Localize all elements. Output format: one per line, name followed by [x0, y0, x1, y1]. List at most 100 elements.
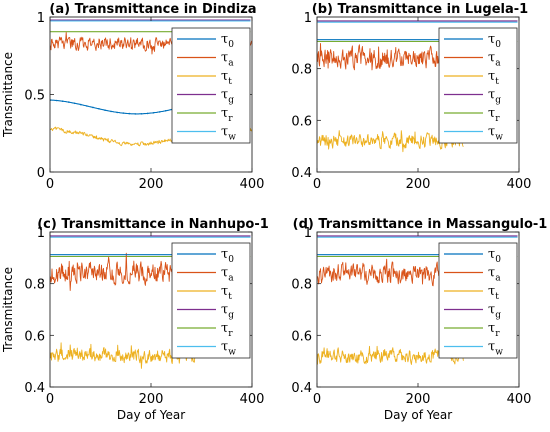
legend-subscript: g — [228, 96, 234, 106]
legend-symbol: τ — [488, 266, 495, 281]
legend-symbol: τ — [221, 69, 228, 84]
y-tick-label: 0.8 — [291, 278, 312, 293]
series-point-tau0 — [98, 108, 100, 110]
legend-entry-taua: τa — [221, 266, 234, 284]
legend-subscript: r — [228, 114, 233, 124]
x-tick-label: 400 — [240, 177, 265, 192]
legend-entry-tau0: τ0 — [221, 32, 234, 50]
legend-subscript: 0 — [495, 255, 501, 265]
legend-entry-taut: τt — [488, 69, 499, 87]
panel-title: (d) Transmittance in Massangulo-1 — [293, 217, 548, 232]
legend-subscript: g — [228, 311, 234, 321]
legend-entry-taua: τa — [488, 266, 501, 284]
legend-symbol: τ — [221, 88, 228, 103]
legend-entry-tau0: τ0 — [221, 247, 234, 265]
series-point-tau0 — [55, 99, 58, 102]
legend-symbol: τ — [488, 69, 495, 84]
legend-subscript: a — [495, 59, 501, 69]
x-tick-label: 200 — [139, 392, 164, 407]
x-tick-label: 0 — [46, 177, 54, 192]
legend-subscript: w — [228, 133, 236, 143]
legend-subscript: 0 — [228, 40, 234, 50]
legend-symbol: τ — [221, 340, 228, 355]
legend-symbol: τ — [221, 284, 228, 299]
legend-symbol: τ — [488, 88, 495, 103]
legend-symbol: τ — [488, 106, 495, 121]
legend-symbol: τ — [488, 125, 495, 140]
series-point-tau0 — [134, 113, 137, 115]
y-tick-label: 0.4 — [291, 166, 312, 181]
legend-symbol: τ — [221, 321, 228, 336]
legend-subscript: a — [228, 59, 234, 69]
x-tick-label: 0 — [46, 392, 54, 407]
y-tick-label: 0.4 — [24, 381, 45, 396]
series-point-tau0 — [146, 112, 149, 115]
x-tick-label: 400 — [507, 392, 532, 407]
legend-subscript: g — [495, 96, 501, 106]
y-tick-label: 1 — [304, 11, 312, 26]
legend-subscript: t — [228, 292, 232, 302]
y-tick-label: 1 — [37, 226, 45, 241]
legend-subscript: w — [228, 348, 236, 358]
x-tick-label: 0 — [313, 177, 321, 192]
legend-entry-taug: τg — [488, 88, 501, 106]
legend-symbol: τ — [221, 247, 228, 262]
panel-4: 0 200 400 0.4 0.6 0.8 1(d) Transmittance in Ma… — [291, 217, 547, 422]
legend-symbol: τ — [221, 51, 228, 66]
legend-entry-tauw: τw — [221, 125, 236, 143]
legend-entry-taug: τg — [221, 88, 234, 106]
y-tick-label: 0.6 — [291, 114, 312, 129]
legend-entry-tau0: τ0 — [488, 32, 501, 50]
panel-title: (c) Transmittance in Nanhupo-1 — [37, 217, 269, 232]
legend-entry-taur: τr — [488, 321, 500, 339]
y-axis-label: Transmittance — [1, 52, 15, 138]
y-tick-label: 1 — [37, 11, 45, 26]
legend-subscript: a — [228, 274, 234, 284]
legend-symbol: τ — [221, 266, 228, 281]
series-point-tau0 — [104, 109, 106, 111]
series-line-taut — [50, 342, 197, 369]
y-tick-label: 0.6 — [291, 329, 312, 344]
legend-subscript: 0 — [228, 255, 234, 265]
series-point-tau0 — [67, 101, 70, 103]
legend-subscript: g — [495, 311, 501, 321]
legend-subscript: w — [495, 348, 503, 358]
series-point-tau0 — [116, 111, 118, 114]
y-tick-label: 0.6 — [24, 329, 45, 344]
legend-entry-taug: τg — [488, 303, 501, 321]
legend-symbol: τ — [488, 51, 495, 66]
legend-box — [171, 242, 251, 359]
x-tick-label: 200 — [406, 177, 431, 192]
panel-3: 0 200 400 0.4 0.6 0.8 1(c) Transmittance in Na… — [1, 217, 269, 422]
legend-symbol: τ — [221, 125, 228, 140]
legend-subscript: r — [495, 329, 500, 339]
legend-symbol: τ — [488, 321, 495, 336]
series-point-tau0 — [158, 111, 161, 113]
legend-symbol: τ — [488, 247, 495, 262]
legend-box — [438, 27, 518, 144]
legend-entry-taur: τr — [221, 106, 233, 124]
panel-title: (b) Transmittance in Lugela-1 — [312, 2, 528, 17]
legend-symbol: τ — [488, 340, 495, 355]
x-tick-label: 200 — [139, 177, 164, 192]
legend-box — [171, 27, 251, 144]
series-point-tau0 — [110, 110, 112, 113]
legend-symbol: τ — [488, 284, 495, 299]
series-point-tau0 — [140, 113, 143, 115]
legend-symbol: τ — [221, 32, 228, 47]
legend-symbol: τ — [488, 32, 495, 47]
y-tick-label: 0 — [37, 166, 45, 181]
legend-subscript: a — [495, 274, 501, 284]
legend-symbol: τ — [488, 303, 495, 318]
series-point-tau0 — [86, 105, 88, 107]
legend-entry-tauw: τw — [221, 340, 236, 358]
series-point-tau0 — [152, 112, 155, 114]
y-tick-label: 0.8 — [291, 63, 312, 78]
x-axis-label: Day of Year — [117, 408, 185, 422]
series-point-tau0 — [61, 100, 64, 102]
x-axis-label: Day of Year — [384, 408, 452, 422]
legend-subscript: t — [228, 77, 232, 87]
x-tick-label: 400 — [240, 392, 265, 407]
legend-entry-tauw: τw — [488, 340, 503, 358]
